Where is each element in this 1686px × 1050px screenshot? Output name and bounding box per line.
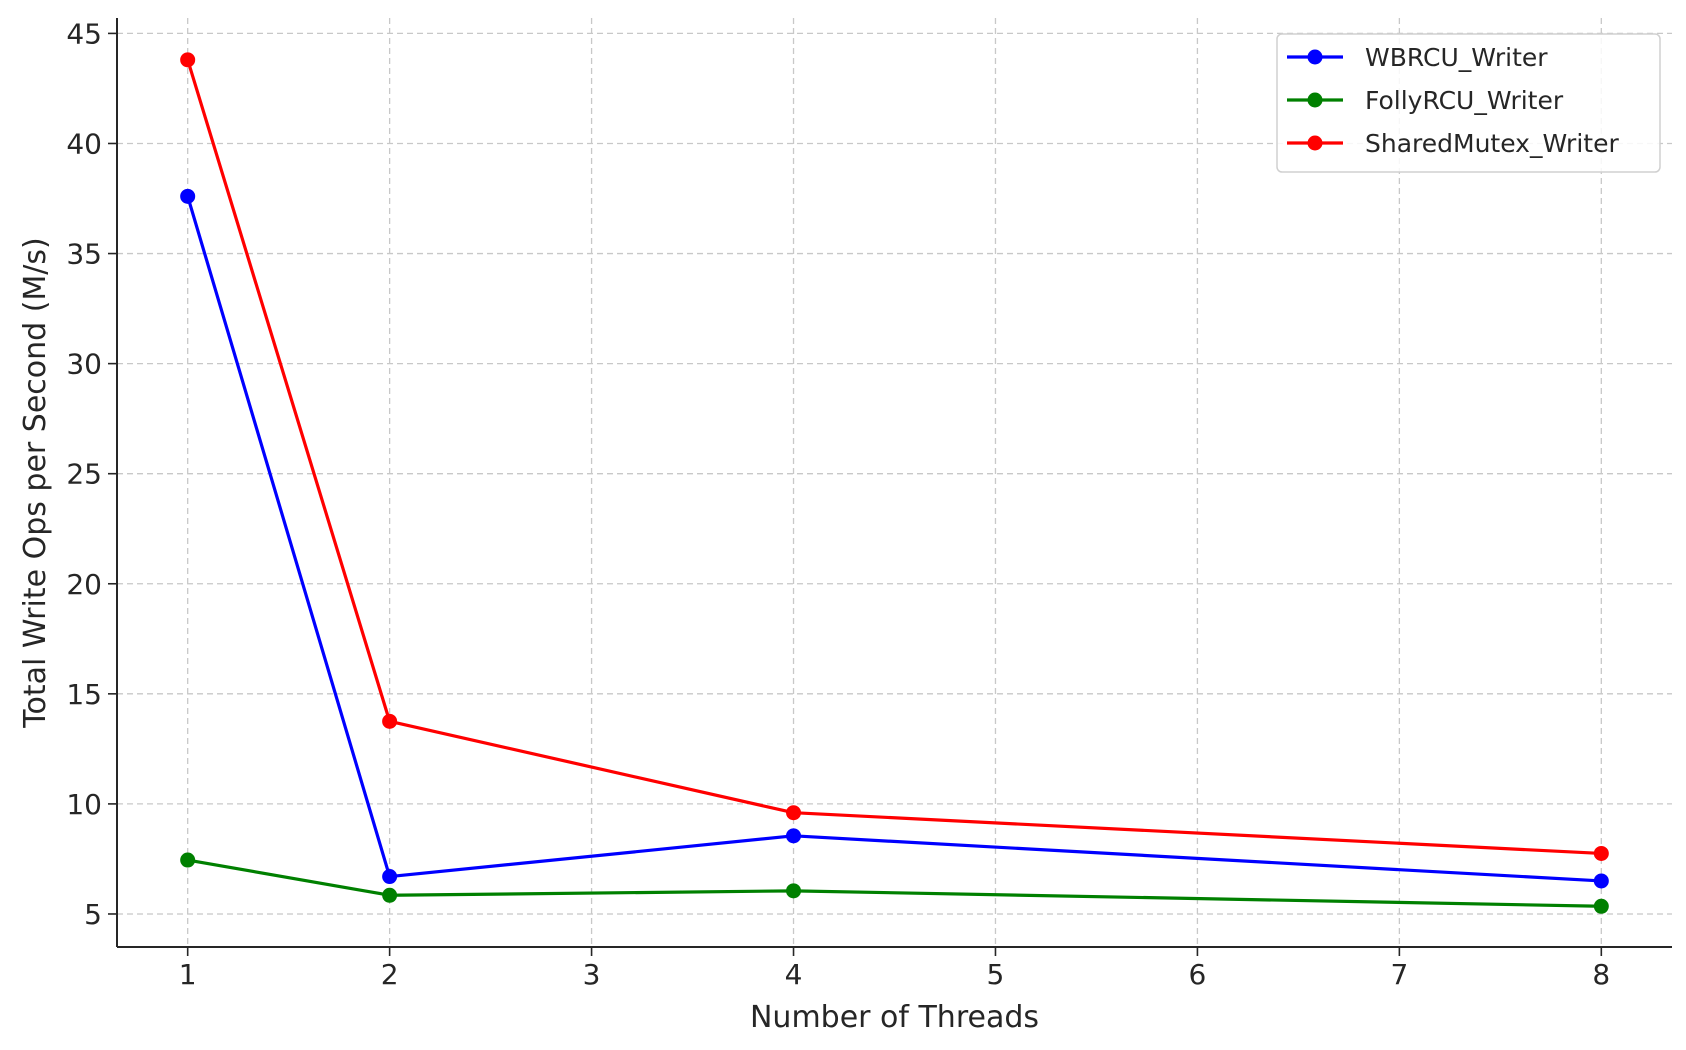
x-axis-title: Number of Threads	[750, 1000, 1039, 1035]
legend-swatch-marker	[1307, 49, 1323, 65]
series-layer	[180, 52, 1609, 914]
y-tick-label: 45	[66, 17, 102, 50]
legend-swatch-marker	[1307, 92, 1323, 108]
data-point	[786, 883, 802, 899]
data-point	[180, 852, 196, 868]
y-tick-label: 25	[66, 458, 102, 491]
x-tick-label: 8	[1592, 958, 1610, 991]
y-tick-label: 10	[66, 788, 102, 821]
legend-label: SharedMutex_Writer	[1365, 129, 1619, 158]
data-point	[180, 188, 196, 204]
x-tick-label: 6	[1189, 958, 1207, 991]
series-line	[186, 195, 1602, 883]
data-point	[1593, 898, 1609, 914]
y-tick-label: 5	[84, 898, 102, 931]
y-ticks: 5 10 15 20 25 30 35 40 45	[66, 17, 117, 931]
series-line	[186, 59, 1602, 856]
data-point	[180, 52, 196, 68]
legend: WBRCU_Writer FollyRCU_Writer SharedMutex_W…	[1276, 33, 1661, 173]
axes	[116, 18, 1672, 948]
x-tick-label: 2	[381, 958, 399, 991]
x-tick-label: 7	[1390, 958, 1408, 991]
x-tick-label: 1	[179, 958, 197, 991]
series-line	[187, 858, 1602, 908]
data-point	[786, 805, 802, 821]
data-point	[382, 887, 398, 903]
data-point	[1593, 873, 1609, 889]
x-ticks: 1 2 3 4 5 6 7 8	[179, 947, 1610, 991]
y-tick-label: 20	[66, 568, 102, 601]
legend-label: WBRCU_Writer	[1365, 43, 1548, 72]
legend-box	[1276, 33, 1661, 173]
y-axis-title: Total Write Ops per Second (M/s)	[18, 237, 53, 729]
y-tick-label: 40	[66, 127, 102, 160]
x-tick-label: 3	[583, 958, 601, 991]
x-tick-label: 5	[987, 958, 1005, 991]
data-point	[786, 828, 802, 844]
legend-label: FollyRCU_Writer	[1365, 86, 1564, 115]
y-tick-label: 30	[66, 348, 102, 381]
legend-swatch-marker	[1307, 135, 1323, 151]
y-tick-label: 35	[66, 238, 102, 271]
data-point	[382, 869, 398, 885]
y-tick-label: 15	[66, 678, 102, 711]
data-point	[1593, 845, 1609, 861]
x-tick-label: 4	[785, 958, 803, 991]
data-point	[382, 713, 398, 729]
